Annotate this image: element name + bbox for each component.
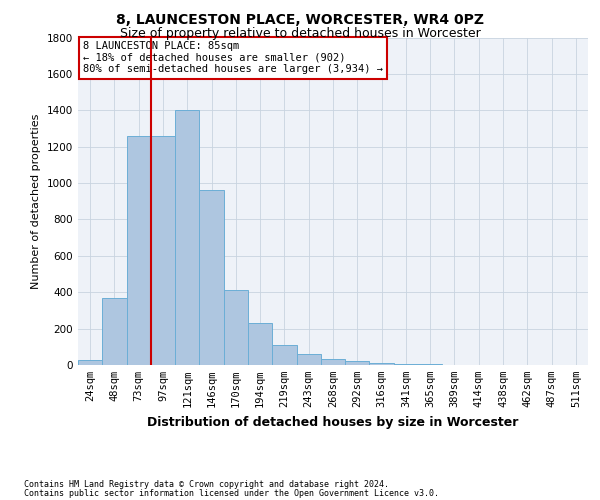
Bar (321, 358, 345, 365)
Y-axis label: Number of detached properties: Number of detached properties (31, 114, 41, 289)
Text: 8, LAUNCESTON PLACE, WORCESTER, WR4 0PZ: 8, LAUNCESTON PLACE, WORCESTER, WR4 0PZ (116, 12, 484, 26)
Bar (175, 110, 199, 365)
Bar (127, 136, 151, 365)
Bar (272, 345, 296, 365)
Bar (151, 136, 175, 365)
Text: Contains HM Land Registry data © Crown copyright and database right 2024.: Contains HM Land Registry data © Crown c… (24, 480, 389, 489)
Bar (296, 354, 321, 365)
Text: Size of property relative to detached houses in Worcester: Size of property relative to detached ho… (119, 28, 481, 40)
Bar (370, 363, 394, 365)
Text: 8 LAUNCESTON PLACE: 85sqm
← 18% of detached houses are smaller (902)
80% of semi: 8 LAUNCESTON PLACE: 85sqm ← 18% of detac… (83, 41, 383, 74)
Text: Contains public sector information licensed under the Open Government Licence v3: Contains public sector information licen… (24, 489, 439, 498)
Bar (394, 364, 418, 365)
Bar (418, 364, 442, 365)
Bar (224, 290, 248, 365)
Bar (345, 362, 370, 365)
Bar (199, 190, 224, 365)
Bar (248, 323, 272, 365)
Bar (78, 360, 102, 365)
X-axis label: Distribution of detached houses by size in Worcester: Distribution of detached houses by size … (148, 416, 518, 428)
Bar (102, 298, 127, 365)
